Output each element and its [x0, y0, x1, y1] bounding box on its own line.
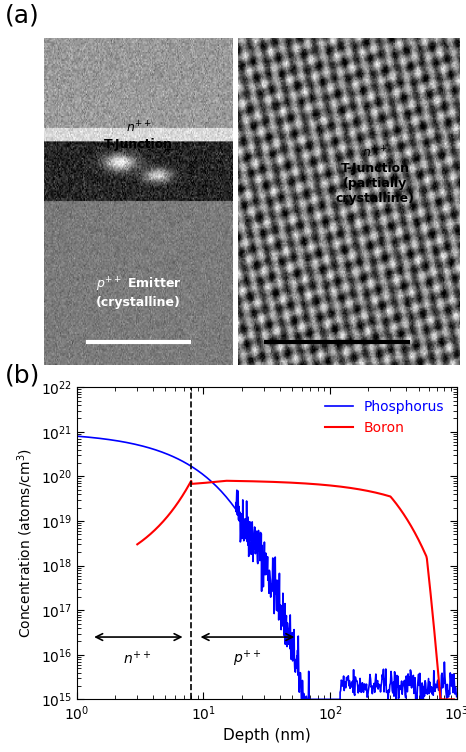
Boron — [216, 477, 221, 486]
Y-axis label: Concentration (atoms/cm$^3$): Concentration (atoms/cm$^3$) — [15, 448, 35, 638]
Text: (b): (b) — [5, 363, 40, 387]
Boron — [278, 478, 284, 487]
Line: Boron: Boron — [137, 481, 454, 699]
Phosphorus — [293, 668, 298, 677]
Boron — [346, 484, 352, 493]
Line: Phosphorus: Phosphorus — [77, 436, 457, 699]
Boron — [223, 476, 229, 485]
Text: $n^{++}$: $n^{++}$ — [123, 650, 151, 668]
Phosphorus — [235, 487, 241, 496]
Boron — [191, 479, 196, 488]
Boron — [135, 540, 140, 549]
Text: $n^{++}$
T-Junction
(partially
crystalline): $n^{++}$ T-Junction (partially crystalli… — [336, 145, 414, 205]
Boron — [451, 695, 457, 704]
Phosphorus — [368, 675, 373, 684]
Text: $p^{++}$: $p^{++}$ — [233, 649, 261, 669]
Boron — [322, 481, 327, 490]
Phosphorus — [338, 686, 343, 695]
Text: (a): (a) — [5, 4, 40, 28]
Boron — [373, 488, 379, 497]
Boron — [438, 695, 444, 704]
Phosphorus — [454, 692, 459, 701]
Phosphorus — [74, 432, 80, 441]
Text: $p^{++}$ Emitter
(crystalline): $p^{++}$ Emitter (crystalline) — [96, 276, 181, 309]
Phosphorus — [322, 695, 327, 704]
Phosphorus — [252, 523, 257, 532]
X-axis label: Depth (nm): Depth (nm) — [223, 729, 311, 744]
Legend: Phosphorus, Boron: Phosphorus, Boron — [319, 394, 450, 440]
Text: $n^{++}$
T-Junction: $n^{++}$ T-Junction — [104, 120, 173, 151]
Phosphorus — [299, 695, 304, 704]
